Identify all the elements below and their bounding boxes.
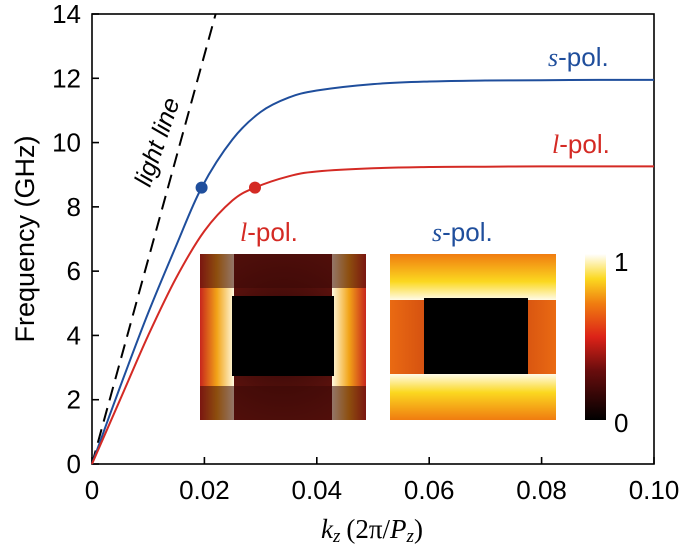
y-axis-label: Frequency (GHz) (10, 135, 40, 342)
inset-l-pol-field-map (200, 254, 366, 420)
plot-frame (91, 13, 655, 465)
series-s-pol-label: s-pol. (548, 42, 609, 72)
x-tick-label: 0.06 (404, 475, 455, 505)
y-tick-label: 14 (52, 0, 81, 29)
y-tick-label: 10 (52, 128, 81, 158)
inset-l-pol-label: l-pol. (240, 217, 298, 247)
colorbar-max-label: 1 (614, 247, 628, 277)
light-line-label: light line (129, 94, 185, 190)
colorbar-min-label: 0 (614, 408, 628, 438)
marker-s-pol (195, 181, 208, 194)
x-axis-label: kz (2π/Pz) (321, 514, 423, 547)
x-tick-label: 0 (85, 475, 99, 505)
y-tick-label: 8 (67, 192, 81, 222)
light-line (91, 13, 217, 465)
y-tick-label: 6 (67, 256, 81, 286)
inset-s-pol-label: s-pol. (432, 217, 493, 247)
y-tick-label: 12 (52, 63, 81, 93)
y-tick-label: 4 (67, 320, 81, 350)
x-axis-ticks: 0 0.02 0.04 0.06 0.08 0.10 (85, 457, 680, 505)
x-tick-label: 0.02 (179, 475, 230, 505)
series-l-pol-label: l-pol. (552, 129, 610, 159)
x-tick-label: 0.08 (516, 475, 567, 505)
y-tick-label: 2 (67, 385, 81, 415)
series-s-pol-line (91, 78, 655, 465)
y-axis-ticks: 0 2 4 6 8 10 12 14 (52, 0, 99, 479)
colorbar: 1 0 (585, 247, 628, 438)
marker-l-pol (248, 181, 261, 194)
series-l-pol-line (91, 165, 654, 465)
x-tick-label: 0.04 (291, 475, 342, 505)
x-tick-label: 0.10 (629, 475, 680, 505)
inset-s-pol-field-map (390, 254, 556, 420)
y-tick-label: 0 (67, 449, 81, 479)
